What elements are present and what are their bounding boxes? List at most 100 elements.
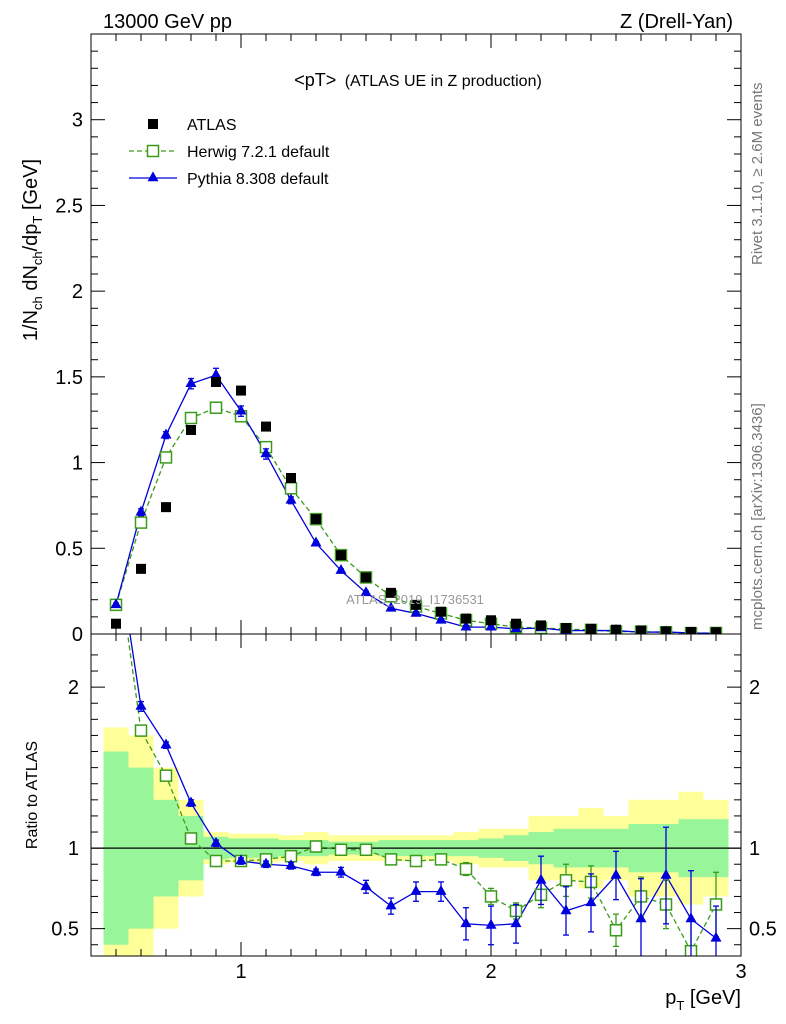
- ratio-pythia-point: [185, 796, 197, 807]
- x-axis-label: pT [GeV]: [665, 987, 741, 1013]
- pythia-point: [410, 606, 422, 617]
- atlas-point: [461, 613, 471, 624]
- ratio-pythia-point: [635, 912, 647, 923]
- main-y-tick-label: 2: [72, 281, 83, 303]
- atlas-point: [336, 550, 346, 561]
- ratio-pythia-point: [685, 912, 697, 923]
- atlas-point: [661, 626, 671, 634]
- atlas-point: [561, 623, 571, 633]
- pythia-point: [110, 598, 122, 609]
- ratio-pythia-point: [235, 854, 247, 865]
- atlas-point: [136, 563, 146, 574]
- pythia-point: [435, 613, 447, 624]
- main-y-tick-label: 3: [72, 110, 83, 132]
- main-y-tick-label: 2.5: [55, 195, 83, 217]
- legend-atlas-marker: [148, 119, 158, 129]
- legend-pythia-marker: [147, 171, 159, 182]
- pythia-point: [460, 620, 472, 631]
- ratio-herwig-point: [209, 854, 223, 868]
- herwig-point: [184, 411, 198, 425]
- ratio-pythia-point: [535, 873, 547, 884]
- ratio-pythia-point: [585, 896, 597, 907]
- atlas-point: [411, 599, 421, 610]
- pythia-point: [235, 404, 247, 415]
- atlas-point: [436, 606, 446, 617]
- atlas-point: [211, 377, 221, 387]
- pythia-point: [210, 368, 222, 379]
- ratio-pythia-point: [560, 904, 572, 915]
- atlas-point: [286, 473, 296, 483]
- ratio-pythia-point: [360, 880, 372, 891]
- herwig-point: [159, 451, 173, 464]
- main-y-tick-label: 1.5: [55, 367, 83, 389]
- atlas-point: [611, 624, 621, 634]
- rivet-version-label: Rivet 3.1.10, ≥ 2.6M events: [749, 83, 766, 266]
- atlas-point: [486, 615, 496, 626]
- ratio-herwig-point: [184, 832, 198, 845]
- herwig-point: [209, 401, 223, 414]
- x-tick-label: 2: [485, 961, 496, 983]
- legend-entry-label: Pythia 8.308 default: [187, 171, 329, 188]
- ratio-herwig-point: [134, 724, 148, 737]
- main-panel: 0 0.5 1 1.5 2 2.5 3 <pT> (ATLAS UE in Z produc…: [20, 33, 742, 646]
- ratio-pythia-point: [135, 699, 147, 710]
- ratio-pythia-point: [410, 885, 422, 895]
- pythia-point: [360, 586, 372, 597]
- ratio-pythia-point: [285, 859, 297, 870]
- pythia-point: [185, 377, 197, 388]
- pythia-point: [260, 447, 272, 458]
- atlas-point: [536, 620, 546, 631]
- ratio-pythia-point: [335, 865, 347, 876]
- legend-entry-label: Herwig 7.2.1 default: [187, 144, 330, 161]
- atlas-point: [261, 421, 271, 432]
- atlas-point: [711, 627, 721, 634]
- main-ticks: 0 0.5 1 1.5 2 2.5 3: [55, 34, 741, 646]
- atlas-point: [636, 625, 646, 634]
- pythia-point: [135, 505, 147, 516]
- herwig-point: [134, 516, 148, 529]
- ratio-herwig-point: [459, 862, 473, 876]
- main-y-axis-label: 1/Nch dNch/dpT [GeV]: [20, 159, 45, 341]
- ratio-herwig-point: [159, 769, 173, 782]
- ratio-frame: [90, 633, 742, 957]
- legend: ATLAS Herwig 7.2.1 default Pythia 8.308 de…: [129, 117, 330, 188]
- ratio-pythia-point: [310, 865, 322, 876]
- ratio-pythia-point: [260, 857, 272, 868]
- ratio-y-tick-label-right: 2: [749, 677, 760, 699]
- ratio-y-axis-label: Ratio to ATLAS: [24, 741, 41, 849]
- pythia-point: [485, 620, 497, 631]
- ratio-herwig-point: [434, 853, 448, 866]
- ratio-panel: 0.5 0.5 1 1 2 2 1 2 3 Ratio to ATLAS pT [GeV]: [24, 633, 777, 1013]
- x-tick-label: 1: [235, 961, 246, 983]
- atlas-point: [386, 587, 396, 598]
- ratio-herwig-point: [409, 854, 423, 868]
- pythia-point: [385, 601, 397, 612]
- x-tick-label: 3: [735, 961, 746, 983]
- pythia-point: [310, 536, 322, 547]
- legend-herwig-marker: [146, 144, 160, 158]
- ratio-y-tick-label: 2: [68, 677, 79, 699]
- ratio-y-tick-label-right: 0.5: [749, 919, 777, 941]
- pythia-point: [335, 563, 347, 574]
- atlas-point: [686, 626, 696, 634]
- atlas-point: [361, 572, 371, 583]
- ratio-pythia-point: [435, 885, 447, 895]
- ratio-herwig-point: [609, 923, 623, 937]
- ratio-herwig-point: [384, 853, 398, 866]
- ratio-herwig-point: [309, 840, 323, 853]
- main-y-tick-label: 0.5: [55, 538, 83, 560]
- ratio-herwig-point: [559, 874, 573, 887]
- main-y-tick-label: 1: [72, 453, 83, 475]
- main-title: <pT> (ATLAS UE in Z production): [294, 70, 542, 90]
- herwig-point: [284, 482, 298, 495]
- ratio-pythia-point: [660, 868, 672, 879]
- ratio-pythia-point: [485, 918, 497, 929]
- legend-entry-label: ATLAS: [187, 117, 237, 134]
- ratio-herwig-point: [334, 843, 348, 856]
- mcplots-label: mcplots.cern.ch [arXiv:1306.3436]: [749, 403, 766, 630]
- atlas-point: [511, 618, 521, 629]
- atlas-point: [311, 514, 321, 525]
- ratio-y-tick-label: 0.5: [51, 919, 79, 941]
- main-y-tick-label: 0: [72, 624, 83, 646]
